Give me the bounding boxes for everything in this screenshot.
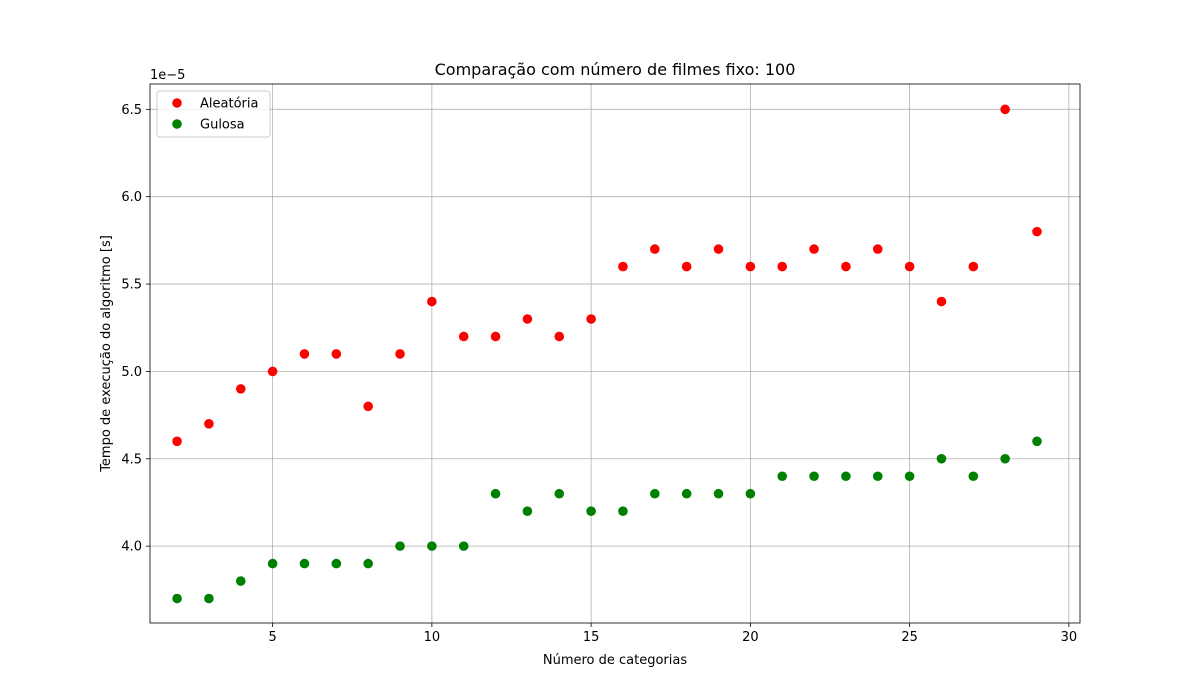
data-point [777, 261, 788, 272]
data-point [586, 314, 596, 324]
data-point [713, 488, 724, 499]
data-marks [172, 104, 1042, 604]
data-point [331, 558, 342, 569]
y-axis: 4.0 4.5 5.0 5.5 6.0 6.5 [121, 103, 150, 555]
data-point [618, 506, 628, 516]
x-axis: 5 10 15 20 25 30 [268, 623, 1077, 645]
data-point [363, 401, 373, 412]
data-point [904, 471, 915, 482]
y-tick-label: 5.5 [121, 278, 142, 293]
data-point [395, 541, 405, 551]
data-point [1000, 453, 1010, 464]
data-point [172, 436, 182, 447]
data-point [522, 506, 533, 516]
data-point [458, 541, 469, 551]
data-point [650, 244, 660, 254]
y-tick-label: 4.5 [121, 452, 142, 467]
data-point [554, 331, 565, 342]
data-point [841, 261, 851, 272]
data-point [1032, 226, 1042, 237]
data-point [872, 244, 883, 254]
legend-label: Aleatória [200, 97, 258, 112]
data-point [458, 331, 469, 342]
data-point [872, 471, 883, 482]
data-point [968, 471, 979, 482]
data-point [554, 488, 565, 499]
data-point [427, 296, 437, 307]
legend-marker [172, 119, 182, 129]
data-point [1032, 436, 1042, 447]
data-point [618, 261, 628, 272]
x-tick-label: 30 [1061, 630, 1078, 645]
data-point [904, 261, 915, 272]
data-point [235, 384, 246, 394]
y-axis-label: Tempo de execução do algoritmo [s] [99, 235, 114, 473]
data-point [968, 261, 979, 272]
data-point [490, 488, 501, 499]
data-point [204, 593, 214, 604]
legend-box [156, 90, 271, 138]
data-point [650, 488, 660, 499]
data-point [745, 261, 756, 272]
data-point [809, 471, 819, 482]
data-point [681, 261, 692, 272]
data-point [586, 506, 596, 516]
data-point [172, 593, 182, 604]
x-tick-label: 10 [424, 630, 441, 645]
data-point [395, 349, 405, 359]
legend: Aleatória Gulosa [156, 90, 271, 138]
x-tick-label: 5 [268, 630, 276, 645]
chart-title: Comparação com número de filmes fixo: 10… [435, 60, 796, 79]
data-point [331, 349, 342, 359]
y-tick-label: 4.0 [121, 540, 142, 555]
data-point [809, 244, 819, 254]
data-point [427, 541, 437, 551]
grid [150, 84, 1080, 623]
data-point [1000, 104, 1010, 115]
legend-label: Gulosa [200, 118, 245, 133]
data-point [235, 576, 246, 586]
x-axis-label: Número de categorias [543, 653, 687, 668]
y-offset-label: 1e−5 [150, 68, 185, 83]
y-tick-label: 5.0 [121, 365, 142, 380]
data-point [267, 558, 278, 569]
y-tick-label: 6.0 [121, 190, 142, 205]
series-gulosa [172, 436, 1042, 604]
data-point [522, 314, 533, 324]
data-point [204, 419, 214, 429]
data-point [713, 244, 724, 254]
series-aleatoria [172, 104, 1042, 447]
legend-marker [172, 98, 182, 108]
data-point [681, 488, 692, 499]
y-tick-label: 6.5 [121, 103, 142, 118]
data-point [490, 331, 501, 342]
x-tick-label: 15 [583, 630, 600, 645]
data-point [777, 471, 788, 482]
data-point [299, 349, 310, 359]
data-point [267, 366, 278, 377]
data-point [936, 296, 947, 307]
data-point [841, 471, 851, 482]
data-point [363, 558, 373, 569]
data-point [745, 488, 756, 499]
data-point [299, 558, 310, 569]
data-point [936, 453, 947, 464]
plot-frame [149, 83, 1081, 624]
x-tick-label: 25 [901, 630, 918, 645]
x-tick-label: 20 [742, 630, 759, 645]
